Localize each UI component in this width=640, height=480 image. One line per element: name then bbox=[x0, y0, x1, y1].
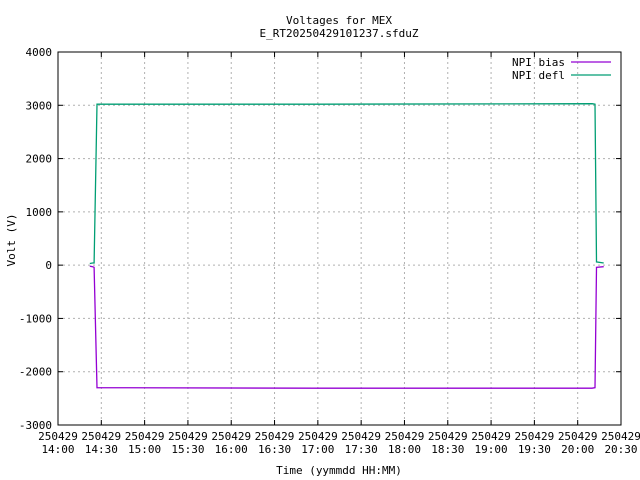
chart-subtitle: E_RT20250429101237.sfduZ bbox=[260, 27, 419, 40]
x-tick-label-time: 19:30 bbox=[518, 443, 551, 456]
grid bbox=[58, 52, 621, 425]
x-tick-label-time: 18:00 bbox=[388, 443, 421, 456]
x-tick-label-date: 250429 bbox=[428, 430, 468, 443]
y-axis-label: Volt (V) bbox=[5, 214, 18, 267]
x-tick-label-date: 250429 bbox=[168, 430, 208, 443]
y-tick-label: 4000 bbox=[26, 46, 53, 59]
x-tick-label-date: 250429 bbox=[125, 430, 165, 443]
x-tick-label-date: 250429 bbox=[211, 430, 251, 443]
y-tick-label: 3000 bbox=[26, 99, 53, 112]
x-tick-label-date: 250429 bbox=[38, 430, 78, 443]
x-tick-label-time: 16:00 bbox=[215, 443, 248, 456]
y-tick-label: -2000 bbox=[19, 366, 52, 379]
x-tick-label-time: 20:00 bbox=[561, 443, 594, 456]
x-tick-label-date: 250429 bbox=[601, 430, 640, 443]
x-tick-label-time: 15:30 bbox=[171, 443, 204, 456]
y-tick-label: 1000 bbox=[26, 206, 53, 219]
axis-ticks: 25042914:0025042914:3025042915:002504291… bbox=[19, 46, 640, 456]
x-tick-label-date: 250429 bbox=[255, 430, 295, 443]
y-tick-label: 2000 bbox=[26, 153, 53, 166]
x-tick-label-date: 250429 bbox=[385, 430, 425, 443]
x-tick-label-time: 18:30 bbox=[431, 443, 464, 456]
x-tick-label-date: 250429 bbox=[471, 430, 511, 443]
series-lines bbox=[89, 103, 604, 389]
x-axis-label: Time (yymmdd HH:MM) bbox=[276, 464, 402, 477]
x-tick-label-time: 15:00 bbox=[128, 443, 161, 456]
y-tick-label: 0 bbox=[45, 259, 52, 272]
x-tick-label-time: 17:30 bbox=[345, 443, 378, 456]
x-tick-label-time: 17:00 bbox=[301, 443, 334, 456]
x-tick-label-time: 19:00 bbox=[475, 443, 508, 456]
series-line-npi-defl bbox=[89, 103, 604, 265]
x-tick-label-date: 250429 bbox=[81, 430, 121, 443]
x-tick-label-time: 20:30 bbox=[604, 443, 637, 456]
legend-label: NPI bias bbox=[512, 56, 565, 69]
series-line-npi-bias bbox=[89, 265, 604, 389]
x-tick-label-date: 250429 bbox=[341, 430, 381, 443]
x-tick-label-time: 14:00 bbox=[41, 443, 74, 456]
x-tick-label-date: 250429 bbox=[558, 430, 598, 443]
plot-frame bbox=[57, 51, 622, 426]
y-tick-label: -3000 bbox=[19, 419, 52, 432]
x-tick-label-time: 16:30 bbox=[258, 443, 291, 456]
y-tick-label: -1000 bbox=[19, 312, 52, 325]
x-tick-label-date: 250429 bbox=[298, 430, 338, 443]
legend-label: NPI defl bbox=[512, 69, 565, 82]
chart-title: Voltages for MEX bbox=[286, 14, 392, 27]
x-tick-label-date: 250429 bbox=[515, 430, 555, 443]
x-tick-label-time: 14:30 bbox=[85, 443, 118, 456]
